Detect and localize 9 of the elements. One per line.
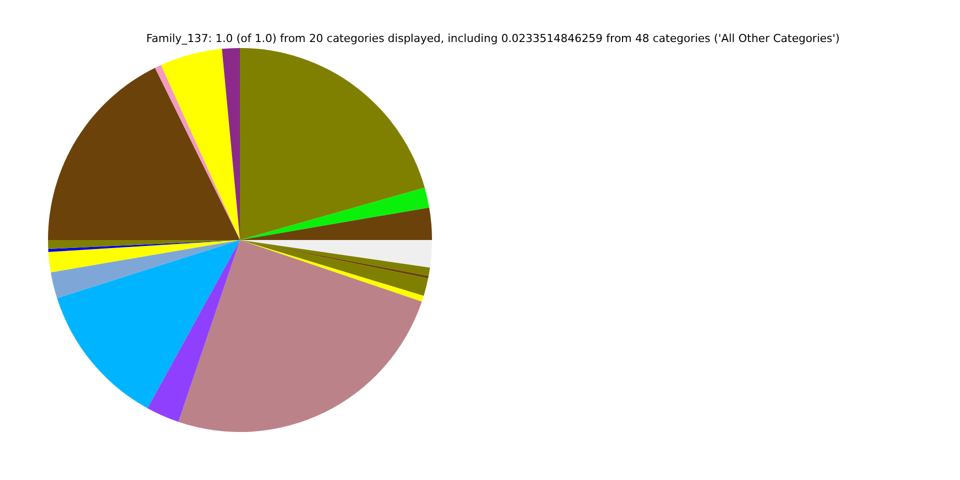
pie-slice — [240, 188, 430, 240]
pie-slice — [48, 240, 240, 272]
pie-slice — [240, 240, 432, 268]
pie-slice — [178, 240, 422, 432]
pie-slice — [50, 240, 240, 298]
pie-slice — [222, 48, 240, 240]
pie-slice — [148, 240, 240, 422]
text: Family_137: 1.0 (of 1.0) from 20 categories displayed, including 0.0233514846259 from 48 categories ('All Other Categories') — [146, 32, 840, 45]
pie-slice — [57, 240, 240, 408]
